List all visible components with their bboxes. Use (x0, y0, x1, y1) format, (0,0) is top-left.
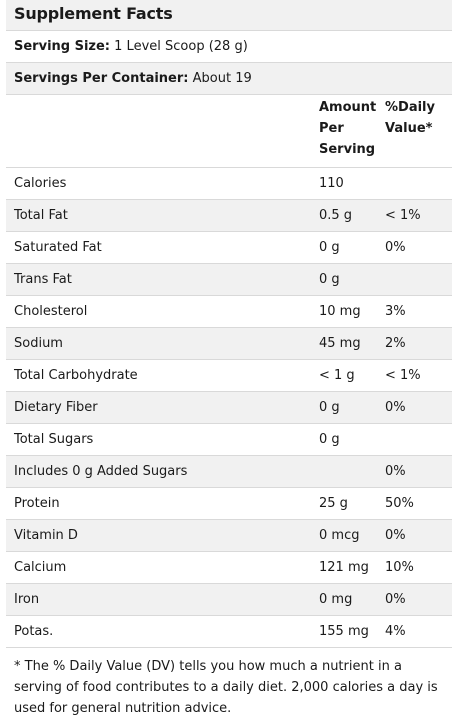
amount-header-line: Serving (319, 142, 376, 157)
nutrient-row: Vitamin D 0 mcg 0% (6, 520, 452, 552)
amount-header-line: Per (319, 121, 344, 136)
nutrient-name: Sodium (14, 336, 63, 351)
nutrient-row: Sodium 45 mg 2% (6, 328, 452, 360)
nutrient-name: Calcium (14, 560, 67, 575)
nutrient-name: Includes 0 g Added Sugars (14, 464, 188, 479)
amount-per-serving-header: Amount Per Serving (319, 97, 381, 160)
amount-header-line: Amount (319, 100, 377, 115)
nutrient-row: Total Sugars 0 g (6, 424, 452, 456)
nutrient-table: Calories 110 Total Fat 0.5 g < 1% Saturated F… (6, 168, 452, 648)
nutrient-name: Vitamin D (14, 528, 78, 543)
nutrient-amount: 0.5 g (319, 208, 353, 223)
nutrient-amount: 0 g (319, 272, 340, 287)
nutrient-daily-value: 0% (385, 592, 406, 607)
nutrient-name: Total Sugars (14, 432, 94, 447)
nutrient-name: Cholesterol (14, 304, 88, 319)
nutrient-daily-value: < 1% (385, 208, 421, 223)
nutrient-row: Calcium 121 mg 10% (6, 552, 452, 584)
nutrient-row: Potas. 155 mg 4% (6, 616, 452, 648)
servings-per-container-label: Servings Per Container: (14, 71, 189, 86)
nutrient-name: Total Carbohydrate (14, 368, 138, 383)
nutrient-amount: 110 (319, 176, 344, 191)
nutrient-daily-value: 3% (385, 304, 406, 319)
serving-size-row: Serving Size: 1 Level Scoop (28 g) (6, 31, 452, 63)
nutrient-row: Cholesterol 10 mg 3% (6, 296, 452, 328)
nutrient-daily-value: 0% (385, 464, 406, 479)
nutrient-daily-value: 0% (385, 400, 406, 415)
nutrient-name: Trans Fat (14, 272, 72, 287)
nutrient-row: Protein 25 g 50% (6, 488, 452, 520)
nutrient-daily-value: 50% (385, 496, 414, 511)
nutrient-row: Total Carbohydrate < 1 g < 1% (6, 360, 452, 392)
serving-size-label: Serving Size: (14, 39, 111, 54)
daily-value-footnote: * The % Daily Value (DV) tells you how m… (14, 659, 438, 716)
nutrient-name: Dietary Fiber (14, 400, 98, 415)
nutrient-amount: 121 mg (319, 560, 369, 575)
nutrient-amount: 155 mg (319, 624, 369, 639)
nutrient-name: Saturated Fat (14, 240, 102, 255)
daily-value-header: %Daily Value* (385, 97, 451, 139)
nutrient-amount: 10 mg (319, 304, 361, 319)
nutrient-row: Iron 0 mg 0% (6, 584, 452, 616)
nutrient-name: Iron (14, 592, 40, 607)
servings-per-container-value: About 19 (192, 71, 252, 86)
panel-title: Supplement Facts (6, 0, 452, 31)
nutrient-daily-value: < 1% (385, 368, 421, 383)
nutrient-row: Saturated Fat 0 g 0% (6, 232, 452, 264)
nutrient-amount: 45 mg (319, 336, 361, 351)
servings-per-container-row: Servings Per Container: About 19 (6, 63, 452, 95)
nutrient-daily-value: 2% (385, 336, 406, 351)
nutrient-name: Total Fat (14, 208, 68, 223)
nutrient-amount: 0 mcg (319, 528, 360, 543)
nutrient-row: Dietary Fiber 0 g 0% (6, 392, 452, 424)
nutrient-daily-value: 0% (385, 528, 406, 543)
nutrient-amount: 0 g (319, 240, 340, 255)
nutrient-row: Trans Fat 0 g (6, 264, 452, 296)
nutrient-name: Calories (14, 176, 67, 191)
nutrient-row: Calories 110 (6, 168, 452, 200)
nutrient-daily-value: 0% (385, 240, 406, 255)
nutrient-amount: 0 g (319, 400, 340, 415)
nutrient-daily-value: 10% (385, 560, 414, 575)
nutrient-amount: 25 g (319, 496, 348, 511)
nutrient-daily-value: 4% (385, 624, 406, 639)
nutrient-row: Includes 0 g Added Sugars 0% (6, 456, 452, 488)
nutrient-name: Potas. (14, 624, 54, 639)
nutrient-row: Total Fat 0.5 g < 1% (6, 200, 452, 232)
column-header-row: Amount Per Serving %Daily Value* (6, 95, 452, 168)
supplement-facts-panel: Supplement Facts Serving Size: 1 Level S… (6, 0, 452, 719)
daily-value-header-line: %Daily (385, 100, 435, 115)
nutrient-name: Protein (14, 496, 60, 511)
daily-value-header-line: Value* (385, 121, 433, 136)
nutrient-amount: 0 mg (319, 592, 353, 607)
nutrient-amount: < 1 g (319, 368, 355, 383)
serving-size-value: 1 Level Scoop (28 g) (114, 39, 248, 54)
nutrient-amount: 0 g (319, 432, 340, 447)
